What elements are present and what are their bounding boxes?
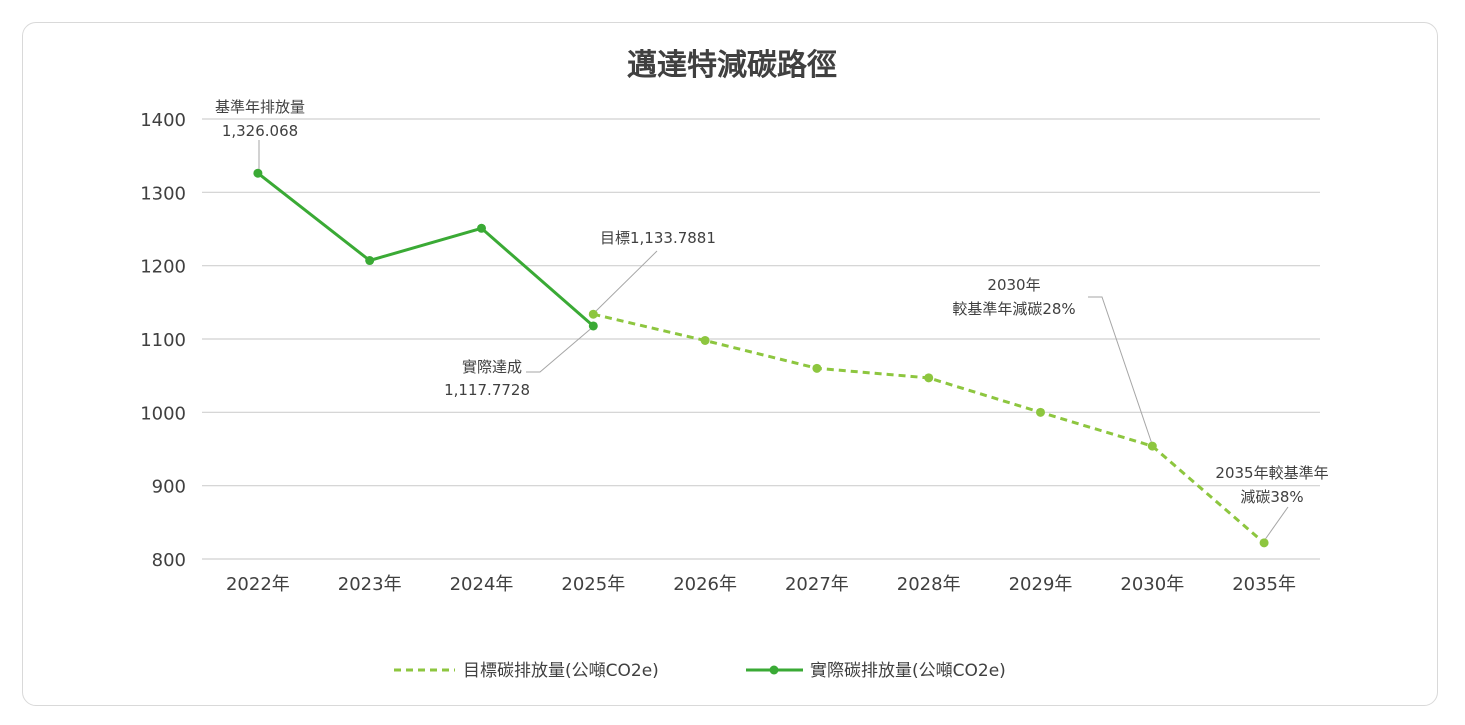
data-point-target (1036, 407, 1045, 417)
chart-card (22, 22, 1438, 706)
data-point-target (1147, 441, 1157, 451)
annotation-base-year-value: 1,326.068 (222, 122, 298, 140)
annotation-2030-line2: 較基準年減碳28% (952, 300, 1075, 318)
y-axis-ticks: 1400 1300 1200 1100 1000 900 800 (140, 110, 186, 571)
x-tick-label: 2025年 (561, 574, 625, 595)
x-tick-label: 2026年 (673, 574, 737, 595)
data-point-target (812, 363, 822, 373)
y-tick-label: 1300 (140, 183, 186, 204)
data-point-actual (253, 168, 263, 178)
legend-label-actual: 實際碳排放量(公噸CO2e) (810, 661, 1006, 681)
annotation-leader-line (1263, 506, 1289, 542)
x-tick-label: 2028年 (897, 574, 961, 595)
data-point-target (924, 373, 934, 383)
data-point-target (1259, 538, 1269, 548)
data-point-actual (588, 321, 598, 331)
annotations: 基準年排放量 1,326.068 目標1,133.7881 實際達成 1,117… (215, 98, 1329, 506)
y-tick-label: 1100 (140, 330, 186, 351)
annotation-base-year-label: 基準年排放量 (215, 98, 305, 116)
annotation-2035-line2: 減碳38% (1240, 488, 1303, 506)
data-point-target (700, 335, 710, 345)
annotation-2035-line1: 2035年較基準年 (1215, 464, 1328, 482)
x-tick-label: 2024年 (450, 574, 514, 595)
y-tick-label: 800 (152, 550, 186, 571)
annotation-2025-target: 目標1,133.7881 (600, 229, 716, 247)
gridlines (202, 118, 1320, 560)
chart-title: 邁達特減碳路徑 (627, 48, 837, 83)
x-tick-label: 2027年 (785, 574, 849, 595)
series-group (253, 168, 1269, 548)
x-tick-label: 2023年 (338, 574, 402, 595)
annotation-2025-actual-label: 實際達成 (462, 358, 522, 376)
data-point-target (588, 309, 598, 319)
legend-marker-actual (769, 665, 779, 675)
y-tick-label: 1200 (140, 257, 186, 278)
annotation-leader-line (593, 250, 658, 314)
annotation-leader-line (1088, 296, 1153, 445)
annotation-2030-line1: 2030年 (987, 276, 1040, 294)
legend: 目標碳排放量(公噸CO2e) 實際碳排放量(公噸CO2e) (394, 661, 1006, 681)
y-tick-label: 1400 (140, 110, 186, 131)
x-tick-label: 2029年 (1009, 574, 1073, 595)
series-line-target (592, 312, 1266, 545)
annotation-2025-actual-value: 1,117.7728 (444, 381, 530, 399)
x-tick-label: 2022年 (226, 574, 290, 595)
annotation-leader-line (526, 325, 595, 373)
y-tick-label: 900 (152, 477, 186, 498)
series-line-actual (256, 172, 595, 328)
x-axis-ticks: 2022年 2023年 2024年 2025年 2026年 2027年 2028年 2029年… (226, 574, 1296, 595)
y-tick-label: 1000 (140, 403, 186, 424)
legend-item-actual[interactable]: 實際碳排放量(公噸CO2e) (746, 661, 1006, 681)
annotation-leaders (258, 140, 1289, 542)
legend-label-target: 目標碳排放量(公噸CO2e) (463, 661, 659, 681)
legend-item-target[interactable]: 目標碳排放量(公噸CO2e) (394, 661, 659, 681)
x-tick-label: 2030年 (1120, 574, 1184, 595)
data-point-actual (477, 223, 486, 233)
data-point-actual (365, 256, 375, 266)
x-tick-label: 2035年 (1232, 574, 1296, 595)
